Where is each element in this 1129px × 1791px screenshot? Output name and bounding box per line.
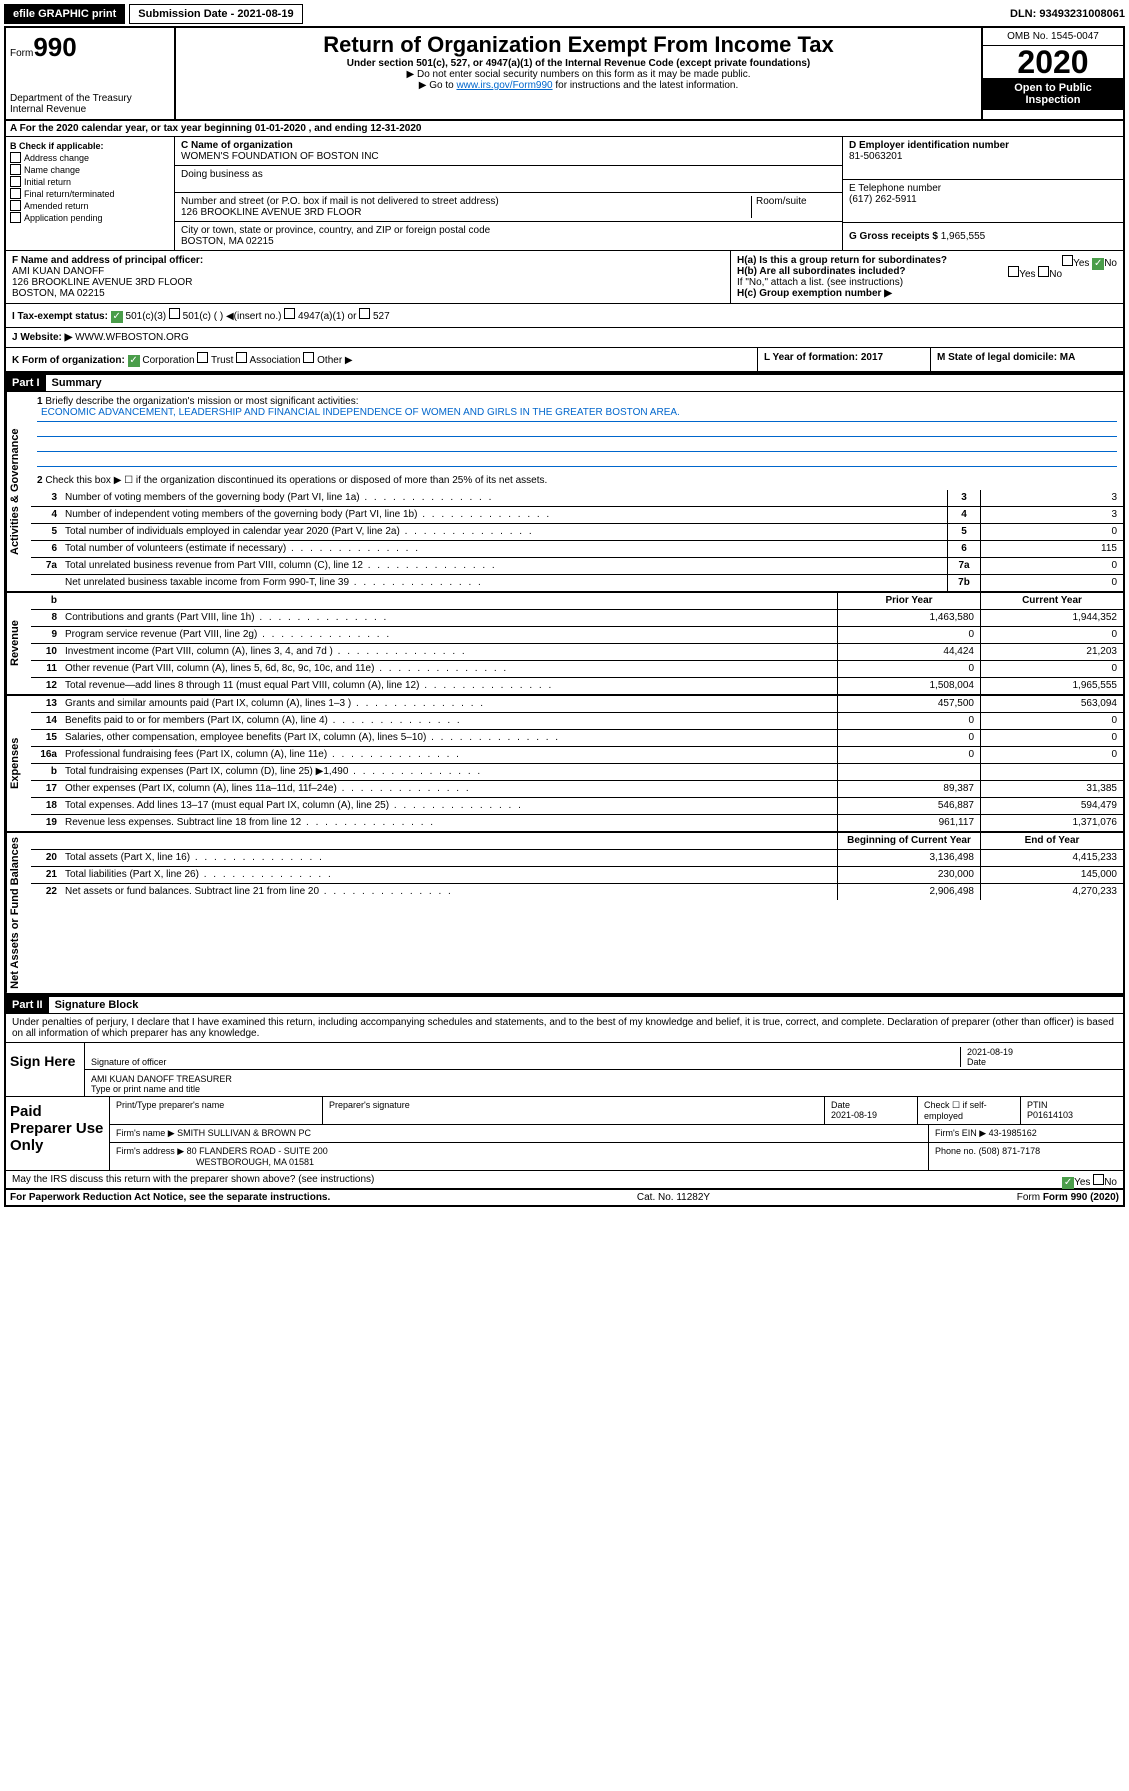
main-title: Return of Organization Exempt From Incom… [180,32,977,58]
checkbox-icon[interactable] [303,352,314,363]
table-row: bTotal fundraising expenses (Part IX, co… [31,763,1123,780]
part2-header: Part II Signature Block [6,995,1123,1014]
table-row: 5Total number of individuals employed in… [31,523,1123,540]
checkbox-icon[interactable] [1008,266,1019,277]
table-row: 19Revenue less expenses. Subtract line 1… [31,814,1123,831]
table-row: 6Total number of volunteers (estimate if… [31,540,1123,557]
check-icon: ✓ [1062,1177,1074,1189]
table-row: 3Number of voting members of the governi… [31,490,1123,506]
checkbox-icon[interactable] [10,200,21,211]
checkbox-icon[interactable] [10,152,21,163]
omb-cell: OMB No. 1545-0047 2020 Open to Public In… [981,28,1123,119]
row-j: J Website: ▶ WWW.WFBOSTON.ORG [6,328,1123,348]
table-row: 20Total assets (Part X, line 16)3,136,49… [31,849,1123,866]
form-number-cell: Form990 Department of the Treasury Inter… [6,28,176,119]
checkbox-icon[interactable] [10,164,21,175]
checkbox-icon[interactable] [359,308,370,319]
info-grid: B Check if applicable: Address change Na… [6,137,1123,251]
table-row: 11Other revenue (Part VIII, column (A), … [31,660,1123,677]
checkbox-icon[interactable] [197,352,208,363]
sign-here-section: Sign Here Signature of officer 2021-08-1… [6,1043,1123,1097]
checkbox-icon[interactable] [236,352,247,363]
footer: For Paperwork Reduction Act Notice, see … [6,1190,1123,1205]
submission-date: Submission Date - 2021-08-19 [129,4,302,24]
checkbox-icon[interactable] [10,188,21,199]
row-k: K Form of organization: ✓ Corporation Tr… [6,348,1123,373]
checkbox-icon[interactable] [1093,1174,1104,1185]
instructions-link[interactable]: www.irs.gov/Form990 [456,80,552,91]
table-row: 13Grants and similar amounts paid (Part … [31,696,1123,712]
title-cell: Return of Organization Exempt From Incom… [176,28,981,119]
col-c: C Name of organization WOMEN'S FOUNDATIO… [175,137,843,250]
table-row: Net unrelated business taxable income fr… [31,574,1123,591]
checkbox-icon[interactable] [169,308,180,319]
table-row: 9Program service revenue (Part VIII, lin… [31,626,1123,643]
table-row: 14Benefits paid to or for members (Part … [31,712,1123,729]
tax-year: 2020 [983,46,1123,78]
section-revenue: Revenue b Prior Year Current Year 8Contr… [6,593,1123,696]
check-icon: ✓ [111,311,123,323]
row-f-h: F Name and address of principal officer:… [6,251,1123,304]
discuss-row: May the IRS discuss this return with the… [6,1171,1123,1190]
table-row: 8Contributions and grants (Part VIII, li… [31,609,1123,626]
table-row: 17Other expenses (Part IX, column (A), l… [31,780,1123,797]
check-icon: ✓ [128,355,140,367]
table-row: 22Net assets or fund balances. Subtract … [31,883,1123,900]
form-header: Form990 Department of the Treasury Inter… [6,28,1123,121]
table-row: 21Total liabilities (Part X, line 26)230… [31,866,1123,883]
part1-header: Part I Summary [6,373,1123,392]
table-row: 7aTotal unrelated business revenue from … [31,557,1123,574]
row-a: A For the 2020 calendar year, or tax yea… [6,121,1123,137]
paid-preparer-section: Paid Preparer Use Only Print/Type prepar… [6,1097,1123,1171]
section-governance: Activities & Governance 1 Briefly descri… [6,392,1123,593]
table-row: 16aProfessional fundraising fees (Part I… [31,746,1123,763]
top-bar: efile GRAPHIC print Submission Date - 20… [4,4,1125,24]
check-icon: ✓ [1092,258,1104,270]
row-b-label: b [31,593,61,609]
form-ref: Form Form 990 (2020) [1017,1192,1119,1203]
row-i: I Tax-exempt status: ✓ 501(c)(3) 501(c) … [6,304,1123,328]
checkbox-icon[interactable] [284,308,295,319]
checkbox-icon[interactable] [10,212,21,223]
table-row: 18Total expenses. Add lines 13–17 (must … [31,797,1123,814]
dln: DLN: 93493231008061 [1010,8,1125,20]
checkbox-icon[interactable] [1062,255,1073,266]
table-row: 12Total revenue—add lines 8 through 11 (… [31,677,1123,694]
declaration-text: Under penalties of perjury, I declare th… [6,1014,1123,1043]
col-b: B Check if applicable: Address change Na… [6,137,175,250]
checkbox-icon[interactable] [1038,266,1049,277]
efile-button[interactable]: efile GRAPHIC print [4,4,125,24]
section-net-assets: Net Assets or Fund Balances Beginning of… [6,833,1123,995]
form-frame: Form990 Department of the Treasury Inter… [4,26,1125,1207]
col-de: D Employer identification number 81-5063… [843,137,1123,250]
checkbox-icon[interactable] [10,176,21,187]
table-row: 15Salaries, other compensation, employee… [31,729,1123,746]
table-row: 10Investment income (Part VIII, column (… [31,643,1123,660]
section-expenses: Expenses 13Grants and similar amounts pa… [6,696,1123,833]
table-row: 4Number of independent voting members of… [31,506,1123,523]
